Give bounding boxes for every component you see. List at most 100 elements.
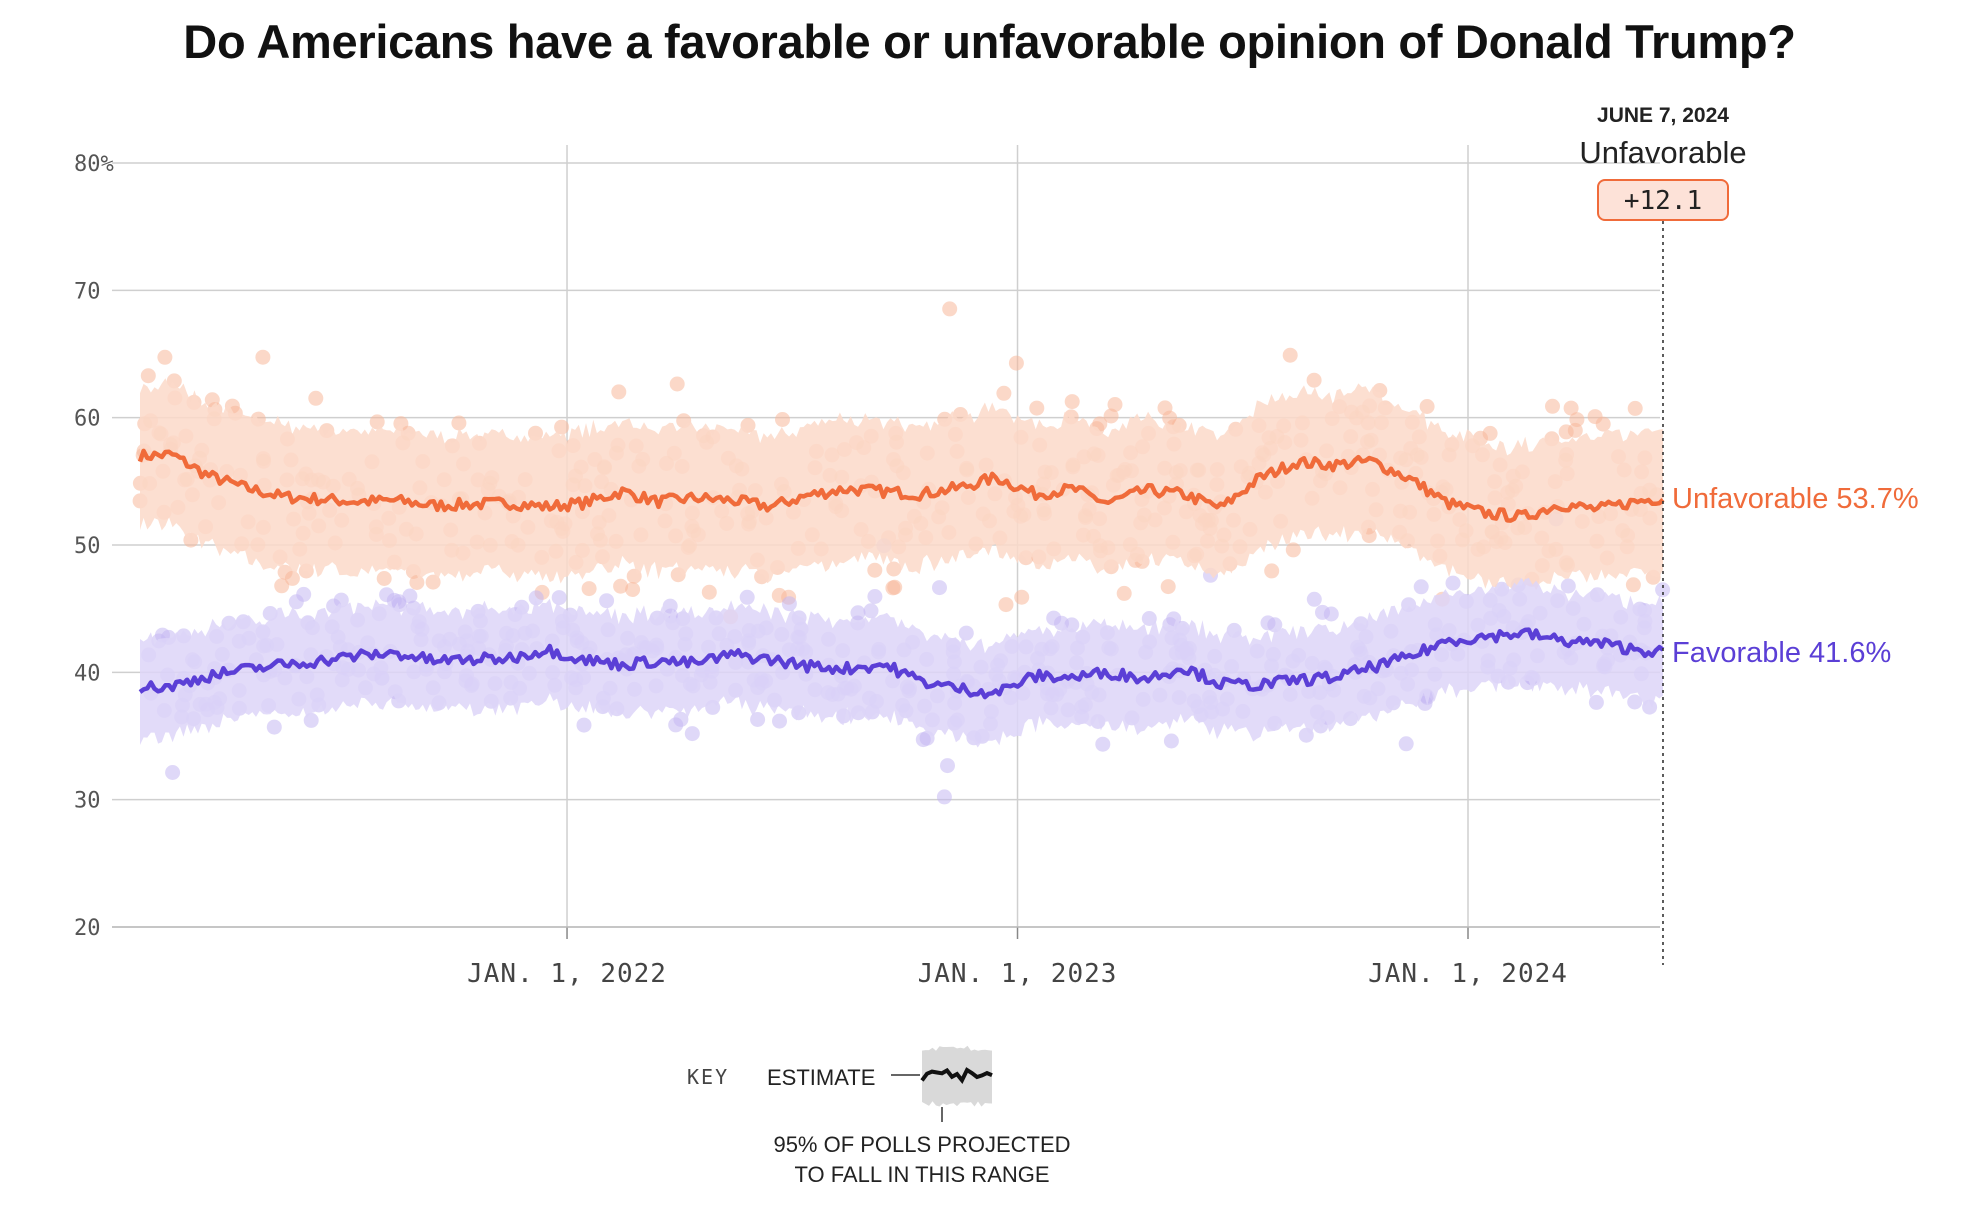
favorable-range-band	[140, 577, 1663, 748]
favorable-poll-dot	[863, 603, 879, 619]
unfavorable-range-band	[140, 378, 1663, 591]
favorable-poll-dot	[772, 713, 787, 729]
axes: 80% 70 60 50 40 30 20 JAN. 1, 2022 JAN. 1, 2023 J…	[74, 152, 1660, 989]
unfavorable-poll-dot	[308, 390, 324, 406]
unfavorable-poll-dot	[204, 392, 220, 408]
favorable-poll-dot	[1306, 591, 1322, 607]
favorable-poll-dot	[576, 717, 592, 733]
favorable-poll-dot	[1445, 575, 1461, 591]
favorable-poll-dot	[781, 596, 797, 612]
favorable-poll-dot	[958, 625, 974, 641]
unfavorable-poll-dot	[625, 582, 641, 597]
unfavorable-estimate-line	[137, 448, 1665, 523]
unfavorable-poll-dot	[554, 419, 570, 435]
y-tick-label: 40	[74, 661, 101, 686]
favorable-estimate-line	[138, 627, 1665, 700]
y-tick-label: 60	[74, 407, 101, 432]
unfavorable-poll-dot	[1064, 394, 1080, 410]
x-tick-label: JAN. 1, 2023	[918, 959, 1118, 989]
unfavorable-poll-dot	[771, 587, 787, 603]
favorable-poll-dot	[739, 589, 755, 605]
unfavorable-poll-dot	[157, 349, 173, 365]
key-range-label-1: 95% OF POLLS PROJECTED	[773, 1132, 1070, 1157]
unfavorable-poll-dot	[1014, 589, 1030, 605]
unfavorable-poll-dot	[255, 349, 271, 365]
favorable-poll-dot	[1315, 604, 1330, 620]
y-tick-label: 50	[74, 534, 101, 559]
favorable-poll-dot	[936, 789, 952, 805]
y-tick-label: 80%	[74, 152, 114, 177]
confidence-bands	[140, 378, 1663, 748]
favorable-poll-dot	[288, 594, 304, 610]
trend-lines	[137, 448, 1665, 700]
favorable-poll-dot	[599, 593, 615, 609]
favorable-poll-dot	[1401, 597, 1417, 613]
unfavorable-poll-dot	[1282, 347, 1298, 363]
chart-title: Do Americans have a favorable or unfavor…	[183, 15, 1796, 68]
favorable-poll-dot	[165, 765, 181, 780]
current-date-label: JUNE 7, 2024	[1597, 104, 1729, 127]
favorable-poll-dot	[266, 719, 282, 735]
favorable-poll-dot	[684, 726, 700, 742]
favorable-poll-dot	[551, 590, 567, 606]
unfavorable-end-label: Unfavorable 53.7%	[1672, 483, 1919, 515]
key-estimate-line	[920, 1067, 993, 1085]
unfavorable-poll-dot	[1419, 399, 1435, 414]
favorable-poll-dot	[1413, 579, 1429, 595]
y-tick-label: 70	[74, 279, 101, 304]
margin-label: +12.1	[1624, 186, 1702, 216]
key-range-label-2: TO FALL IN THIS RANGE	[794, 1162, 1049, 1187]
favorable-poll-dot	[1627, 694, 1643, 710]
x-tick-label: JAN. 1, 2024	[1368, 959, 1568, 989]
favorable-poll-dot	[402, 588, 418, 604]
unfavorable-poll-dot	[140, 368, 156, 384]
series-labels: Unfavorable 53.7% Favorable 41.6%	[1672, 483, 1919, 669]
favorable-poll-dot	[1560, 578, 1576, 594]
favorable-poll-dot	[668, 717, 684, 733]
favorable-poll-dot	[932, 580, 947, 596]
key-estimate-label: ESTIMATE	[767, 1065, 875, 1090]
unfavorable-poll-dot	[451, 415, 467, 431]
unfavorable-poll-dot	[277, 564, 293, 580]
unfavorable-poll-dot	[613, 578, 629, 594]
current-date-header: JUNE 7, 2024 Unfavorable +12.1	[1579, 104, 1747, 965]
unfavorable-poll-dot	[1029, 400, 1045, 416]
unfavorable-poll-dot	[274, 578, 290, 594]
unfavorable-poll-dot	[1285, 542, 1301, 558]
unfavorable-poll-dot	[1558, 424, 1574, 440]
key-label: KEY	[687, 1065, 729, 1089]
x-tick-label: JAN. 1, 2022	[467, 959, 667, 989]
unfavorable-poll-dot	[1103, 408, 1119, 424]
favorable-poll-dot	[940, 758, 955, 774]
unfavorable-poll-dot	[1625, 577, 1641, 593]
legend-key: KEY ESTIMATE 95% OF POLLS PROJECTED TO FALL…	[687, 1045, 1071, 1187]
unfavorable-poll-dot	[1587, 409, 1603, 425]
unfavorable-poll-dot	[1116, 585, 1132, 601]
favorable-poll-dot	[262, 606, 278, 621]
unfavorable-poll-dot	[1160, 579, 1176, 595]
unfavorable-poll-dot	[369, 414, 385, 430]
unfavorable-poll-dot	[1008, 355, 1024, 371]
unfavorable-poll-dot	[996, 385, 1012, 401]
unfavorable-poll-dot	[886, 561, 902, 577]
unfavorable-poll-dot	[1264, 563, 1280, 579]
favorable-poll-dot	[750, 712, 766, 727]
margin-badge	[1597, 179, 1729, 221]
unfavorable-poll-dot	[942, 301, 958, 317]
unfavorable-poll-dot	[867, 562, 883, 578]
favorable-poll-dot	[528, 590, 544, 606]
favorable-end-label: Favorable 41.6%	[1672, 637, 1891, 669]
leader-label: Unfavorable	[1579, 135, 1746, 170]
unfavorable-poll-dot	[1306, 372, 1322, 388]
unfavorable-poll-dot	[998, 597, 1014, 613]
unfavorable-poll-dot	[376, 571, 392, 586]
unfavorable-poll-dot	[1545, 398, 1560, 414]
unfavorable-poll-dot	[669, 376, 685, 392]
y-tick-label: 20	[74, 916, 101, 941]
favorable-poll-dot	[1398, 736, 1414, 752]
favorable-poll-dot	[1655, 582, 1671, 598]
favorable-poll-dot	[1163, 733, 1179, 749]
unfavorable-poll-dot	[1563, 400, 1579, 416]
unfavorable-poll-dot	[701, 584, 717, 600]
